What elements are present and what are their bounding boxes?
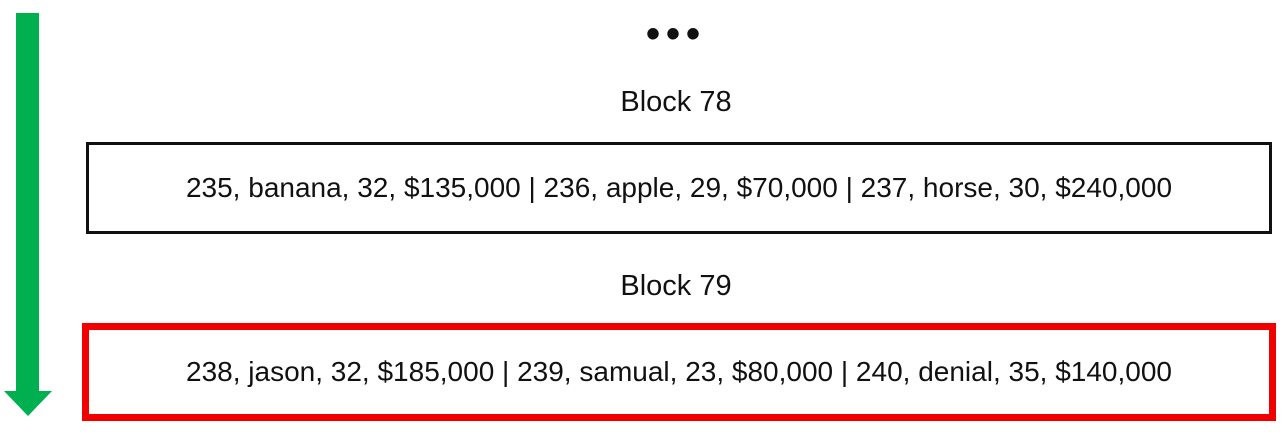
block-records-box: 235, banana, 32, $135,000 | 236, apple, … [86, 142, 1272, 234]
highlighted-block-records-box: 238, jason, 32, $185,000 | 239, samual, … [82, 323, 1276, 421]
block-title-highlighted: Block 79 [620, 270, 732, 302]
ellipsis: ••• [645, 12, 706, 56]
block-title: Block 78 [620, 86, 732, 118]
block-records-text: 238, jason, 32, $185,000 | 239, samual, … [186, 356, 1172, 387]
block-records-text: 235, banana, 32, $135,000 | 236, apple, … [185, 172, 1173, 203]
arrow-head [4, 391, 52, 416]
down-arrow-icon [4, 13, 52, 416]
arrow-shaft [16, 13, 39, 393]
